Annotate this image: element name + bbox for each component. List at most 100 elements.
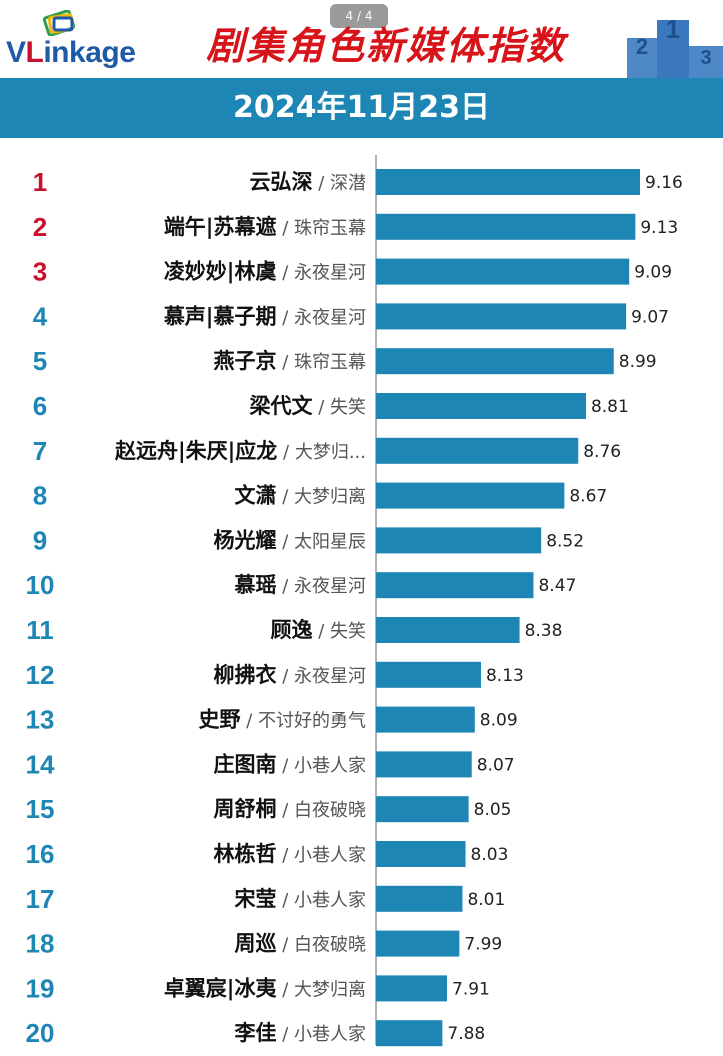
character-name: 慕声|慕子期	[163, 304, 277, 329]
value-label: 9.07	[631, 307, 669, 327]
rank-label: 4	[33, 301, 48, 331]
row-label: 端午|苏幕遮 / 珠帘玉幕	[164, 215, 366, 240]
value-label: 8.76	[583, 442, 621, 462]
show-name: 失笑	[330, 621, 366, 642]
bar	[376, 1020, 443, 1047]
separator: /	[312, 397, 330, 418]
logo-mark-icon	[42, 10, 76, 36]
show-name: 永夜星河	[294, 576, 366, 597]
separator: /	[276, 845, 294, 866]
separator: /	[240, 711, 258, 732]
bar	[376, 169, 640, 195]
character-name: 李佳	[233, 1021, 276, 1045]
show-name: 白夜破晓	[294, 935, 366, 956]
rank-label: 3	[33, 257, 47, 287]
rank-label: 15	[26, 794, 55, 824]
separator: /	[276, 576, 294, 597]
podium-icon: 2 1 3	[627, 14, 723, 78]
character-name: 卓翼宸|冰夷	[164, 976, 278, 1001]
separator: /	[276, 755, 294, 776]
rank-label: 19	[26, 973, 55, 1003]
separator: /	[276, 531, 294, 552]
show-name: 小巷人家	[294, 890, 366, 911]
bar	[376, 885, 463, 912]
bar	[376, 393, 586, 419]
rank-label: 16	[26, 839, 55, 869]
row-label: 史野 / 不讨好的勇气	[198, 708, 366, 732]
separator: /	[276, 935, 294, 956]
separator: /	[276, 218, 294, 239]
row-label: 宋莹 / 小巷人家	[234, 887, 366, 911]
row-label: 庄图南 / 小巷人家	[213, 752, 366, 776]
page-indicator: 4 / 4	[330, 4, 388, 28]
character-name: 周巡	[234, 932, 276, 956]
rank-label: 12	[26, 660, 55, 690]
rank-label: 1	[33, 167, 47, 197]
rank-label: 5	[33, 346, 47, 376]
separator: /	[312, 621, 330, 642]
logo-wordmark: VLinkage	[6, 36, 136, 69]
show-name: 永夜星河	[294, 666, 366, 687]
rank-label: 10	[26, 570, 55, 600]
show-name: 大梦归离	[294, 979, 366, 1000]
row-label: 文潇 / 大梦归离	[234, 484, 366, 508]
character-name: 宋莹	[234, 887, 276, 911]
show-name: 太阳星辰	[294, 531, 366, 552]
svg-text:2: 2	[636, 34, 648, 59]
vlinkage-logo: VLinkage	[6, 10, 166, 70]
separator: /	[276, 352, 294, 373]
bar	[376, 572, 534, 599]
show-name: 永夜星河	[294, 307, 366, 328]
character-name: 史野	[198, 708, 240, 732]
bar	[376, 527, 542, 554]
bar	[376, 213, 636, 240]
value-label: 8.99	[619, 352, 657, 372]
separator: /	[276, 487, 294, 508]
bar	[376, 841, 466, 867]
rank-label: 9	[33, 525, 47, 555]
value-label: 8.07	[477, 755, 515, 775]
bar	[376, 975, 448, 1002]
value-label: 8.13	[486, 666, 524, 686]
value-label: 8.47	[538, 576, 576, 596]
show-name: 珠帘玉幕	[294, 352, 366, 373]
character-name: 杨光耀	[213, 528, 276, 552]
show-name: 深潜	[330, 173, 366, 194]
bar	[376, 437, 579, 464]
value-label: 8.67	[569, 487, 607, 507]
value-label: 9.13	[640, 218, 678, 238]
row-label: 周舒桐 / 白夜破晓	[213, 797, 366, 821]
bar	[376, 482, 565, 509]
show-name: 永夜星河	[294, 263, 366, 284]
value-label: 7.99	[464, 935, 502, 955]
rank-label: 2	[33, 212, 47, 242]
row-label: 慕声|慕子期 / 永夜星河	[163, 304, 366, 329]
show-name: 大梦归离	[294, 487, 366, 508]
value-label: 7.91	[452, 979, 490, 999]
row-label: 卓翼宸|冰夷 / 大梦归离	[164, 976, 366, 1001]
rank-label: 20	[26, 1018, 55, 1048]
value-label: 8.03	[471, 845, 509, 865]
character-name: 林栋哲	[213, 842, 276, 866]
row-label: 慕瑶 / 永夜星河	[233, 573, 366, 597]
character-name: 燕子京	[213, 349, 276, 373]
separator: /	[312, 173, 330, 194]
character-name: 梁代文	[248, 394, 313, 418]
svg-text:3: 3	[700, 47, 711, 69]
value-label: 8.81	[591, 397, 629, 417]
rank-label: 6	[33, 391, 47, 421]
show-name: 白夜破晓	[294, 800, 366, 821]
character-name: 柳拂衣	[213, 663, 276, 687]
separator: /	[276, 1024, 294, 1045]
rank-label: 18	[26, 929, 55, 959]
row-label: 柳拂衣 / 永夜星河	[213, 663, 366, 687]
separator: /	[277, 442, 295, 463]
bar	[376, 930, 460, 957]
bar	[376, 796, 469, 823]
character-name: 赵远舟|朱厌|应龙	[114, 439, 277, 464]
value-label: 8.09	[480, 711, 518, 731]
character-name: 顾逸	[270, 618, 312, 642]
character-name: 慕瑶	[233, 573, 276, 597]
value-label: 9.16	[645, 173, 683, 193]
value-label: 7.88	[447, 1024, 485, 1044]
